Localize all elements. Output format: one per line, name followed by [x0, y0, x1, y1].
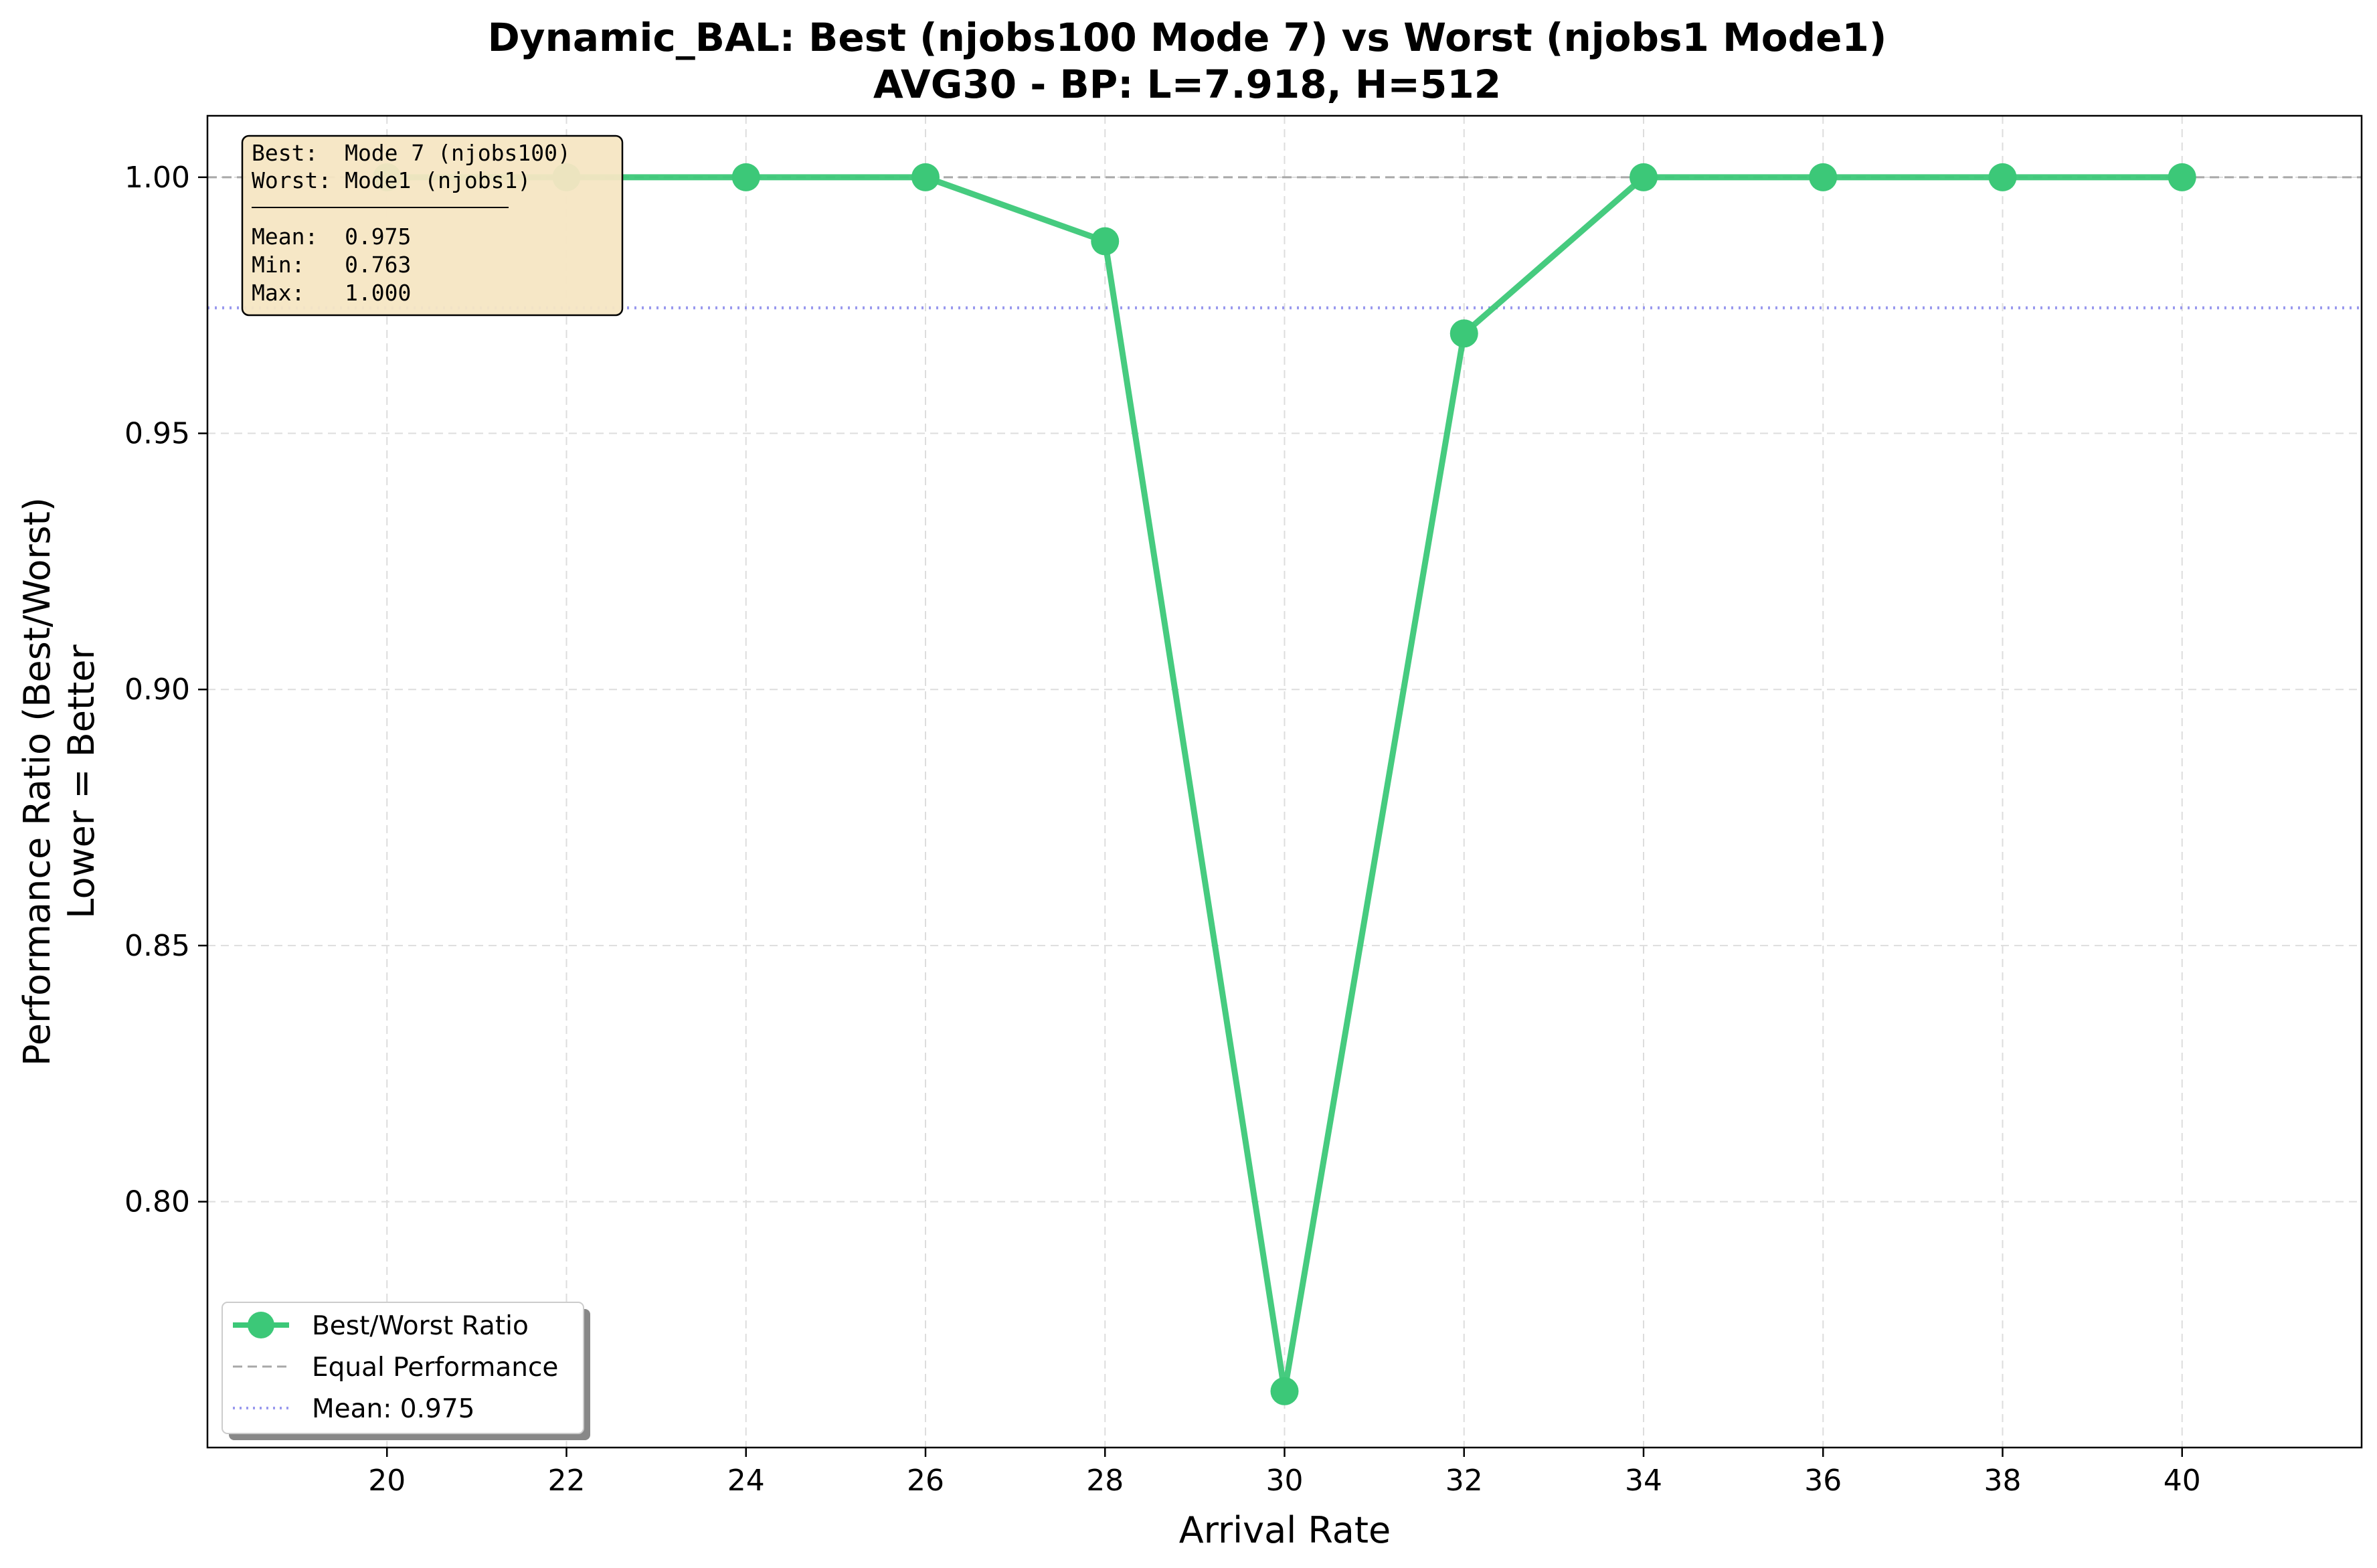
- y-tick-label: 1.00: [124, 161, 190, 195]
- legend: Best/Worst Ratio Equal Performance Mean:…: [222, 1302, 590, 1440]
- stats-min: Min: 0.763: [252, 252, 411, 278]
- data-point-40: [2168, 163, 2196, 191]
- x-tick-label: 36: [1804, 1464, 1842, 1498]
- legend-series-marker: [248, 1312, 274, 1338]
- y-tick-label: 0.85: [124, 929, 190, 963]
- data-point-34: [1630, 163, 1658, 191]
- y-axis-label-line2: Lower = Better: [60, 644, 102, 919]
- stats-max: Max: 1.000: [252, 280, 411, 306]
- y-tick-label: 0.95: [124, 417, 190, 451]
- plot-frame: [206, 114, 2363, 1449]
- x-tick-label: 30: [1266, 1464, 1304, 1498]
- legend-box: [222, 1302, 584, 1434]
- x-tick-label: 38: [1984, 1464, 2022, 1498]
- x-tick-label: 28: [1086, 1464, 1124, 1498]
- chart-subtitle: AVG30 - BP: L=7.918, H=512: [873, 62, 1501, 107]
- data-point-32: [1449, 319, 1478, 348]
- stats-box: Best: Mode 7 (njobs100) Worst: Mode1 (nj…: [241, 135, 624, 317]
- y-axis-label-line1: Performance Ratio (Best/Worst): [16, 497, 58, 1066]
- data-point-24: [731, 163, 760, 191]
- legend-mean-label: Mean: 0.975: [312, 1394, 474, 1424]
- y-tick-label: 0.90: [124, 673, 190, 707]
- data-point-28: [1091, 227, 1120, 256]
- axis-ticks: 20 22 24 26 28 30 32 34 36 38 40 0.80 0.85 0.90 0.95 1.…: [124, 161, 2201, 1498]
- x-tick-label: 24: [727, 1464, 765, 1498]
- x-tick-label: 20: [368, 1464, 406, 1498]
- y-tick-label: 0.80: [124, 1185, 190, 1219]
- data-point-36: [1809, 163, 1838, 191]
- stats-worst: Worst: Mode1 (njobs1): [252, 167, 531, 193]
- x-tick-label: 26: [907, 1464, 944, 1498]
- legend-equal-label: Equal Performance: [312, 1353, 558, 1383]
- legend-series-label: Best/Worst Ratio: [312, 1311, 529, 1341]
- chart-title: Dynamic_BAL: Best (njobs100 Mode 7) vs W…: [488, 15, 1887, 60]
- stats-box-background: [241, 135, 624, 317]
- x-tick-label: 40: [2164, 1464, 2201, 1498]
- x-tick-label: 22: [548, 1464, 586, 1498]
- stats-mean: Mean: 0.975: [252, 224, 411, 250]
- x-tick-label: 34: [1625, 1464, 1662, 1498]
- stats-best: Best: Mode 7 (njobs100): [252, 140, 571, 166]
- x-tick-label: 32: [1445, 1464, 1483, 1498]
- data-point-30: [1270, 1377, 1299, 1405]
- data-point-26: [911, 163, 940, 191]
- data-point-38: [1988, 163, 2017, 191]
- x-axis-label: Arrival Rate: [1179, 1509, 1391, 1551]
